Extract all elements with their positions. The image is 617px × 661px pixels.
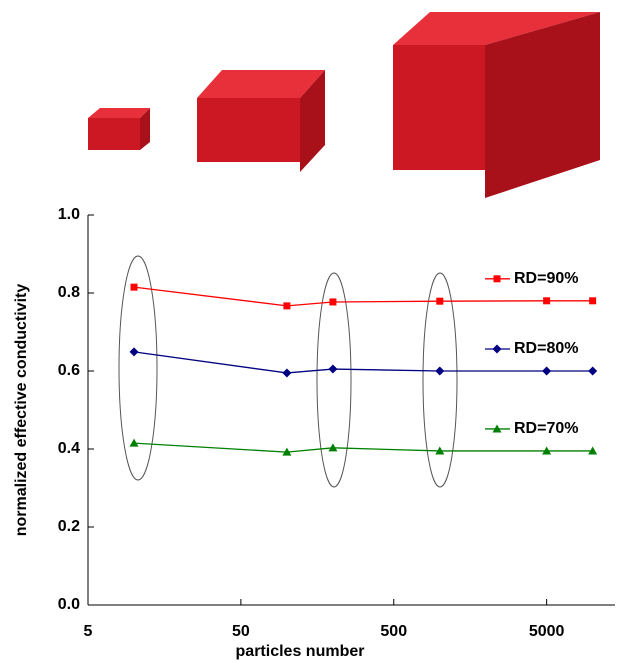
highlight-ellipses <box>118 255 458 488</box>
legend-label: RD=70% <box>514 420 578 437</box>
marker <box>492 424 502 433</box>
legend-label: RD=90% <box>514 270 578 287</box>
marker <box>129 347 139 357</box>
marker <box>328 364 338 374</box>
x-tick-label: 500 <box>380 623 407 640</box>
marker <box>328 443 338 452</box>
y-tick-label: 0.8 <box>58 284 80 301</box>
series-line <box>133 442 593 453</box>
marker <box>329 298 337 306</box>
x-axis-label: particles number <box>236 643 365 660</box>
marker <box>542 446 552 455</box>
x-tick-label: 50 <box>232 623 250 640</box>
y-tick-label: 1.0 <box>58 206 80 223</box>
marker <box>283 302 291 310</box>
y-tick-label: 0.6 <box>58 362 80 379</box>
marker <box>130 283 138 291</box>
marker <box>493 275 501 283</box>
marker <box>542 366 552 376</box>
x-tick-label: 5000 <box>529 623 565 640</box>
y-tick-label: 0.4 <box>58 440 80 457</box>
y-tick-label: 0.2 <box>58 518 80 535</box>
marker <box>435 366 445 376</box>
sample-cubes <box>88 12 600 198</box>
marker <box>282 447 292 456</box>
marker <box>589 297 597 305</box>
series-line <box>133 286 593 307</box>
marker <box>282 368 292 378</box>
y-axis-label: normalized effective conductivity <box>13 284 30 537</box>
marker <box>543 297 551 305</box>
marker <box>435 446 445 455</box>
legend-label: RD=80% <box>514 340 578 357</box>
marker <box>436 297 444 305</box>
series-line <box>133 351 593 374</box>
x-tick-label: 5 <box>84 623 93 640</box>
y-tick-label: 0.0 <box>58 596 80 613</box>
marker <box>492 344 502 354</box>
marker <box>588 446 598 455</box>
marker <box>588 366 598 376</box>
marker <box>129 438 139 447</box>
